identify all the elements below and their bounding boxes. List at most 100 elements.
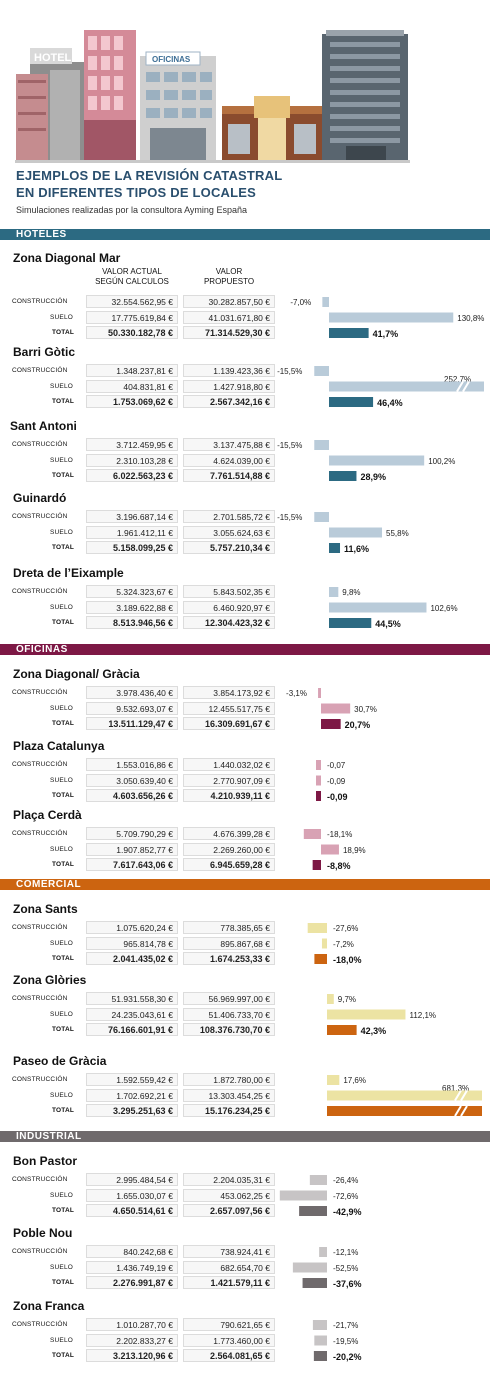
- percent-label: -3,1%: [286, 689, 307, 698]
- percent-label: -15,5%: [277, 367, 303, 376]
- column-header-proposed-2: PROPUESTO: [203, 277, 255, 286]
- column-header-current: VALOR ACTUAL: [102, 267, 162, 276]
- current-value-cell: 2.310.103,28 €: [86, 453, 178, 467]
- current-value-cell: 1.961.412,11 €: [86, 525, 178, 539]
- row-label-total: TOTAL: [52, 1352, 75, 1359]
- bar-land: [314, 1335, 327, 1346]
- bar-total: [329, 328, 369, 338]
- bar-total: [327, 1025, 357, 1035]
- section-title-industrial: INDUSTRIAL: [16, 1131, 82, 1142]
- location-name: Bon Pastor: [13, 1154, 78, 1168]
- percent-label: -26,4%: [333, 1176, 359, 1185]
- percent-label: -0,09: [327, 776, 346, 786]
- bar-total: [312, 860, 321, 870]
- row-label-construction: CONSTRUCCIÓN: [12, 367, 68, 374]
- current-value-cell: 1.348.237,81 €: [86, 364, 178, 377]
- bar-construction: [327, 994, 334, 1004]
- row-label-construction: CONSTRUCCIÓN: [12, 830, 68, 837]
- row-label-construction: CONSTRUCCIÓN: [12, 588, 68, 595]
- row-label-land: SUELO: [50, 382, 74, 390]
- proposed-value-cell: 4.624.039,00 €: [183, 453, 275, 467]
- proposed-value-cell: 56.969.997,00 €: [183, 992, 275, 1005]
- row-label-total: TOTAL: [52, 398, 75, 405]
- row-label-total: TOTAL: [52, 1207, 75, 1214]
- current-value-cell: 13.511.129,47 €: [86, 717, 178, 730]
- current-value-cell: 3.978.436,40 €: [86, 686, 178, 699]
- percent-label: 28,9%: [360, 472, 386, 482]
- row-label-land: SUELO: [50, 1336, 74, 1344]
- bar-land: [329, 455, 425, 466]
- percent-label: 55,8%: [386, 528, 409, 538]
- location-name: Paseo de Gràcia: [13, 1054, 107, 1068]
- current-value-cell: 3.295.251,63 €: [86, 1104, 178, 1117]
- proposed-value-cell: 2.204.035,31 €: [183, 1173, 275, 1186]
- percent-label: 681,3%: [442, 1083, 470, 1093]
- bar-total: [313, 1351, 327, 1361]
- location-name: Zona Diagonal Mar: [13, 251, 121, 265]
- bar-total: [329, 471, 357, 481]
- section-header-bar-industrial: [0, 1131, 490, 1142]
- current-value-cell: 3.189.622,88 €: [86, 600, 178, 614]
- current-value-cell: 7.617.643,06 €: [86, 858, 178, 871]
- current-value-cell: 2.202.833,27 €: [86, 1333, 178, 1347]
- bar-construction: [314, 440, 329, 450]
- row-label-land: SUELO: [50, 776, 74, 784]
- row-label-land: SUELO: [50, 704, 74, 712]
- proposed-value-cell: 13.303.454,25 €: [183, 1088, 275, 1102]
- row-label-total: TOTAL: [52, 955, 75, 962]
- proposed-value-cell: 895.867,68 €: [183, 936, 275, 950]
- current-value-cell: 1.553.016,86 €: [86, 758, 178, 771]
- proposed-value-cell: 790.621,65 €: [183, 1318, 275, 1331]
- bar-construction: [322, 297, 329, 307]
- row-label-construction: CONSTRUCCIÓN: [12, 1248, 68, 1255]
- current-value-cell: 965.814,78 €: [86, 936, 178, 950]
- location-name: Plaça Cerdà: [13, 808, 82, 822]
- current-value-cell: 840.242,68 €: [86, 1245, 178, 1258]
- current-value-cell: 3.196.687,14 €: [86, 510, 178, 523]
- bar-construction: [307, 923, 327, 933]
- bar-land: [321, 703, 351, 714]
- percent-label: 30,7%: [354, 704, 377, 714]
- proposed-value-cell: 4.210.939,11 €: [183, 789, 275, 802]
- bar-total: [302, 1278, 327, 1288]
- proposed-value-cell: 1.440.032,02 €: [183, 758, 275, 771]
- proposed-value-cell: 738.924,41 €: [183, 1245, 275, 1258]
- current-value-cell: 5.324.323,67 €: [86, 585, 178, 598]
- proposed-value-cell: 1.872.780,00 €: [183, 1073, 275, 1086]
- bar-construction: [327, 1075, 340, 1085]
- current-value-cell: 50.330.182,78 €: [86, 326, 178, 339]
- percent-label: -18,0%: [333, 955, 362, 965]
- percent-label: 102,6%: [430, 603, 458, 613]
- row-label-total: TOTAL: [52, 329, 75, 336]
- proposed-value-cell: 2.567.342,16 €: [183, 395, 275, 408]
- section-title-oficinas: OFICINAS: [16, 644, 68, 655]
- column-header-proposed: VALOR: [215, 267, 243, 276]
- row-label-construction: CONSTRUCCIÓN: [12, 1076, 68, 1083]
- bar-total: [329, 543, 341, 553]
- percent-label: -15,5%: [277, 513, 303, 522]
- current-value-cell: 2.276.991,87 €: [86, 1276, 178, 1289]
- current-value-cell: 5.709.790,29 €: [86, 827, 178, 840]
- location-name: Zona Sants: [13, 902, 78, 916]
- proposed-value-cell: 1.427.918,80 €: [183, 379, 275, 393]
- proposed-value-cell: 2.564.081,65 €: [183, 1349, 275, 1362]
- row-label-total: TOTAL: [52, 1279, 75, 1286]
- percent-label: 42,3%: [360, 1026, 387, 1036]
- bar-land: [321, 938, 327, 949]
- current-value-cell: 6.022.563,23 €: [86, 469, 178, 482]
- current-value-cell: 9.532.693,07 €: [86, 701, 178, 715]
- proposed-value-cell: 41.031.671,80 €: [183, 310, 275, 324]
- row-label-land: SUELO: [50, 456, 74, 464]
- proposed-value-cell: 7.761.514,88 €: [183, 469, 275, 482]
- percent-label: -52,5%: [333, 1263, 359, 1273]
- proposed-value-cell: 1.674.253,33 €: [183, 952, 275, 965]
- location-name: Dreta de l’Eixample: [13, 566, 124, 580]
- proposed-value-cell: 51.406.733,70 €: [183, 1007, 275, 1021]
- row-label-total: TOTAL: [52, 861, 75, 868]
- percent-label: 17,6%: [343, 1076, 366, 1085]
- current-value-cell: 4.650.514,61 €: [86, 1204, 178, 1217]
- proposed-value-cell: 6.460.920,97 €: [183, 600, 275, 614]
- proposed-value-cell: 16.309.691,67 €: [183, 717, 275, 730]
- current-value-cell: 3.712.459,95 €: [86, 438, 178, 451]
- proposed-value-cell: 2.701.585,72 €: [183, 510, 275, 523]
